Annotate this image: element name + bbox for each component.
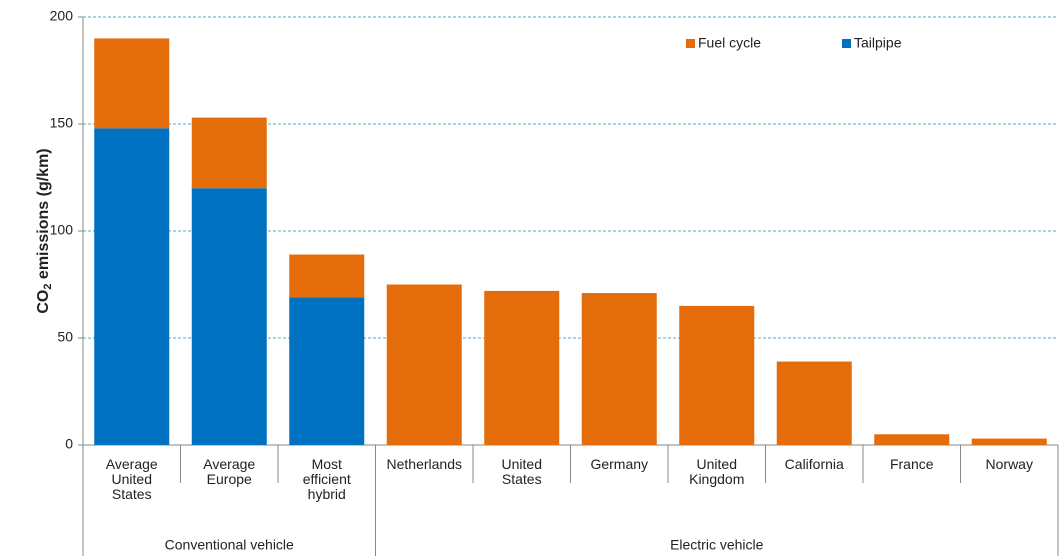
x-tick-label-line: United	[502, 456, 542, 472]
y-label-main: CO	[35, 290, 52, 314]
bar-segment	[874, 434, 950, 445]
y-label-rest: emissions (g/km)	[35, 148, 52, 283]
x-tick-label-line: States	[112, 486, 152, 502]
y-tick-label: 150	[50, 115, 74, 131]
x-tick-label: Most efficient hybrid	[303, 456, 351, 502]
x-tick-label: California	[785, 456, 844, 472]
legend-swatch	[686, 39, 695, 48]
y-axis-label: CO2 emissions (g/km)	[35, 148, 54, 313]
x-tick-label-line: United	[112, 471, 152, 487]
y-tick-label: 0	[65, 436, 73, 452]
x-tick-label-line: Netherlands	[387, 456, 463, 472]
y-label-sub: 2	[42, 284, 54, 290]
bar-segment	[289, 254, 365, 298]
legend-label: Fuel cycle	[698, 35, 761, 51]
bar-segment	[94, 128, 170, 445]
group-label: Conventional vehicle	[165, 537, 294, 553]
y-tick-label: 50	[57, 329, 73, 345]
bar-segment	[581, 293, 657, 445]
x-tick-label-line: hybrid	[308, 486, 346, 502]
bar-segment	[191, 117, 267, 189]
x-tick-label-line: Europe	[207, 471, 252, 487]
bar-segment	[386, 284, 462, 445]
bar-segment	[94, 38, 170, 129]
x-tick-label: France	[890, 456, 934, 472]
bar-segment	[484, 290, 560, 445]
x-tick-label: United States	[502, 456, 542, 487]
x-tick-label-line: United	[697, 456, 737, 472]
y-tick-label: 200	[50, 8, 74, 24]
legend-label: Tailpipe	[854, 35, 902, 51]
x-tick-label-line: States	[502, 471, 542, 487]
bar-segment	[971, 438, 1047, 445]
x-tick-label: Average United States	[106, 456, 158, 502]
group-label: Electric vehicle	[670, 537, 764, 553]
x-tick-label: United Kingdom	[689, 456, 744, 487]
x-tick-label-line: Average	[203, 456, 255, 472]
bar-segment	[679, 305, 755, 445]
x-tick-label-line: Germany	[590, 456, 648, 472]
bar-segment	[776, 361, 852, 445]
x-tick-label-line: Kingdom	[689, 471, 744, 487]
x-tick-label: Norway	[986, 456, 1033, 472]
legend-swatch	[842, 39, 851, 48]
x-tick-label: Netherlands	[387, 456, 463, 472]
bar-segment	[289, 297, 365, 445]
x-tick-label: Average Europe	[203, 456, 255, 487]
y-tick-label: 100	[50, 222, 74, 238]
x-tick-label-line: efficient	[303, 471, 351, 487]
bar-segment	[191, 188, 267, 445]
x-tick-label-line: France	[890, 456, 934, 472]
x-tick-label: Germany	[590, 456, 648, 472]
x-tick-label-line: Norway	[986, 456, 1033, 472]
x-tick-label-line: Average	[106, 456, 158, 472]
x-tick-label-line: Most	[312, 456, 342, 472]
x-tick-label-line: California	[785, 456, 844, 472]
